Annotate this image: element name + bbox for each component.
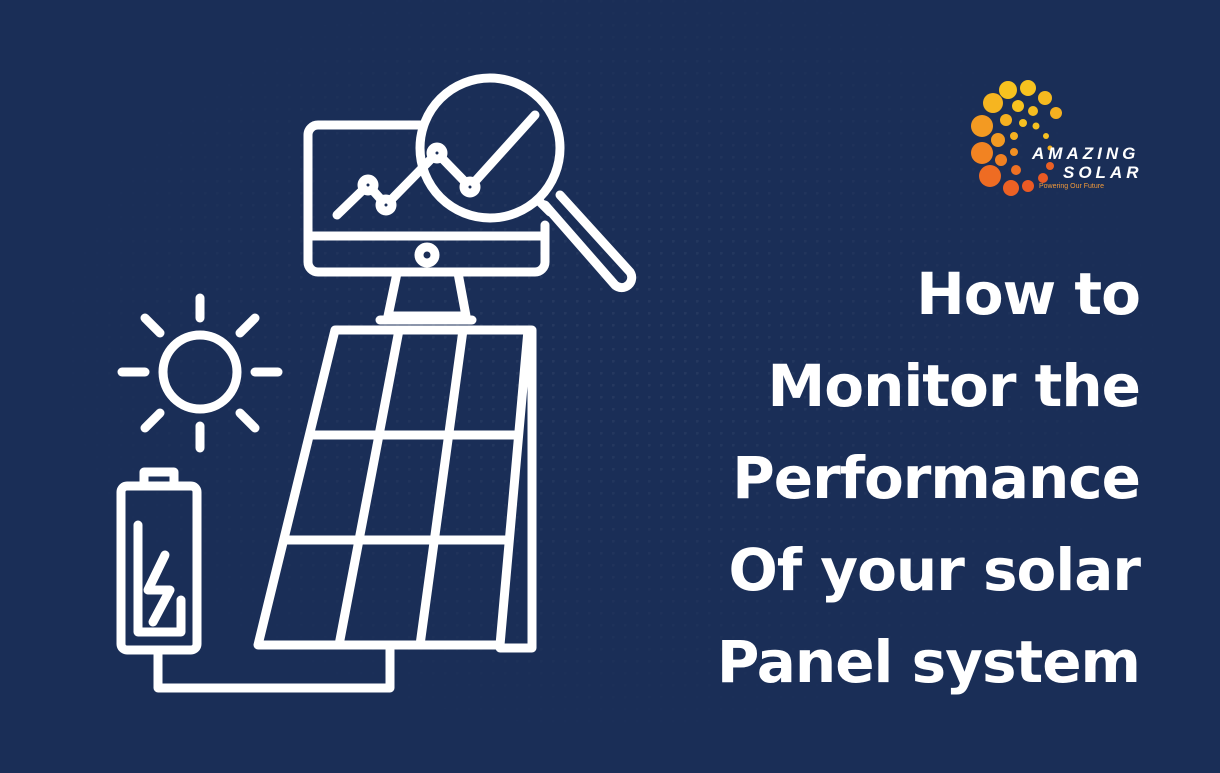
logo-tagline: Powering Our Future: [1039, 183, 1104, 190]
battery-icon: [116, 467, 202, 655]
headline-line: How to: [916, 260, 1141, 328]
headline-line: Monitor the: [767, 352, 1141, 420]
headline: How to Monitor the Performance Of your s…: [716, 248, 1141, 708]
headline-line: Performance: [732, 444, 1141, 512]
logo-brand-line1: AMAZING: [1032, 144, 1140, 163]
magnifier-icon: [415, 73, 637, 293]
logo-brand-line2: SOLAR: [1063, 163, 1143, 182]
headline-line: Of your solar: [728, 536, 1141, 604]
headline-line: Panel system: [716, 628, 1141, 696]
sun-icon: [117, 293, 283, 453]
amazing-solar-logo: AMAZING SOLAR Powering Our Future: [968, 78, 1148, 203]
logo-sun-spiral-icon: [971, 80, 1062, 196]
monitor-chart-icon: [303, 110, 550, 325]
solar-panel-icon: [153, 325, 537, 693]
